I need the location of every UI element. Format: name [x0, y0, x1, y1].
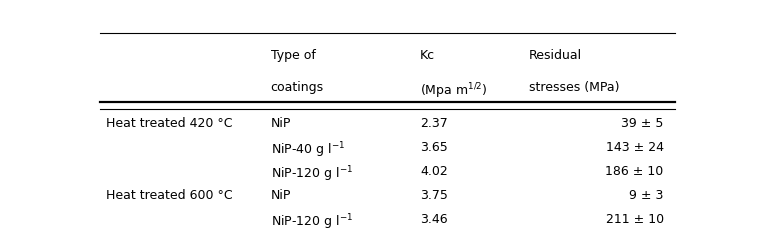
Text: Heat treated 420 °C: Heat treated 420 °C — [106, 117, 233, 130]
Text: 186 ± 10: 186 ± 10 — [606, 165, 664, 178]
Text: NiP: NiP — [271, 117, 291, 130]
Text: Residual: Residual — [528, 49, 582, 62]
Text: stresses (MPa): stresses (MPa) — [528, 81, 619, 94]
Text: 3.46: 3.46 — [420, 213, 448, 226]
Text: NiP: NiP — [271, 189, 291, 202]
Text: 9 ± 3: 9 ± 3 — [629, 189, 664, 202]
Text: 143 ± 24: 143 ± 24 — [606, 141, 664, 154]
Text: (Mpa m$^{1/2}$): (Mpa m$^{1/2}$) — [420, 81, 488, 101]
Text: NiP-120 g l$^{-1}$: NiP-120 g l$^{-1}$ — [271, 165, 353, 184]
Text: Type of: Type of — [271, 49, 316, 62]
Text: 39 ± 5: 39 ± 5 — [621, 117, 664, 130]
Text: Kc: Kc — [420, 49, 435, 62]
Text: NiP-120 g l$^{-1}$: NiP-120 g l$^{-1}$ — [271, 213, 353, 231]
Text: 3.65: 3.65 — [420, 141, 448, 154]
Text: 211 ± 10: 211 ± 10 — [606, 213, 664, 226]
Text: 4.02: 4.02 — [420, 165, 448, 178]
Text: 2.37: 2.37 — [420, 117, 448, 130]
Text: NiP-40 g l$^{-1}$: NiP-40 g l$^{-1}$ — [271, 141, 345, 160]
Text: coatings: coatings — [271, 81, 324, 94]
Text: 3.75: 3.75 — [420, 189, 448, 202]
Text: Heat treated 600 °C: Heat treated 600 °C — [106, 189, 233, 202]
